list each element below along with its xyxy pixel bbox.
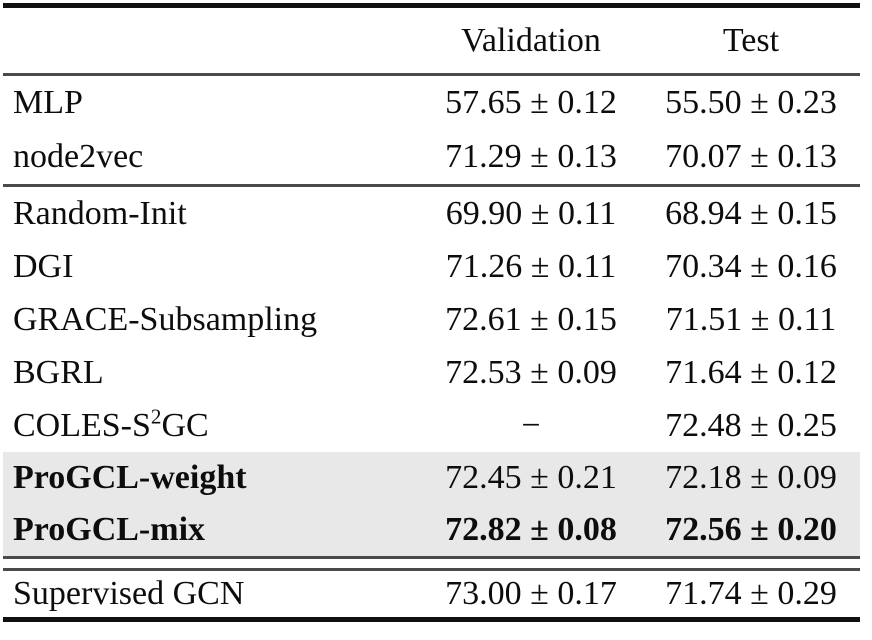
- table-row-bgrl: BGRL 72.53 ± 0.09 71.64 ± 0.12: [3, 346, 860, 399]
- double-rule-top: [3, 556, 860, 559]
- section-rule: [3, 184, 860, 187]
- table-row-supervised-gcn: Supervised GCN 73.00 ± 0.17 71.74 ± 0.29: [3, 571, 860, 617]
- test-value: 70.34 ± 0.16: [665, 247, 837, 285]
- baseline-section: MLP 57.65 ± 0.12 55.50 ± 0.23 node2vec 7…: [3, 76, 860, 184]
- bottom-rule: [3, 617, 860, 622]
- validation-value: 73.00 ± 0.17: [445, 575, 617, 612]
- self-supervised-section: Random-Init 69.90 ± 0.11 68.94 ± 0.15 DG…: [3, 187, 860, 452]
- test-value: 71.64 ± 0.12: [665, 353, 837, 391]
- test-value: 72.48 ± 0.25: [665, 406, 837, 444]
- test-value: 55.50 ± 0.23: [665, 84, 837, 121]
- table-header-row: Validation Test: [3, 8, 860, 73]
- validation-value: 72.61 ± 0.15: [445, 300, 617, 338]
- row-label: node2vec: [13, 138, 144, 175]
- row-label: Supervised GCN: [13, 575, 245, 612]
- row-label: COLES-S2GC: [13, 404, 209, 444]
- validation-value: 69.90 ± 0.11: [445, 194, 617, 232]
- table-row-random-init: Random-Init 69.90 ± 0.11 68.94 ± 0.15: [3, 187, 860, 240]
- row-label: BGRL: [13, 353, 104, 391]
- row-label: Random-Init: [13, 194, 187, 232]
- row-label: GRACE-Subsampling: [13, 300, 318, 338]
- validation-value: 71.29 ± 0.13: [445, 138, 617, 175]
- test-value: 70.07 ± 0.13: [665, 138, 837, 175]
- supervised-section: Supervised GCN 73.00 ± 0.17 71.74 ± 0.29: [3, 571, 860, 617]
- superscript: 2: [150, 404, 162, 429]
- header-test: Test: [722, 21, 780, 59]
- double-rule-gap: [3, 559, 860, 568]
- row-label: DGI: [13, 247, 74, 285]
- test-value: 68.94 ± 0.15: [665, 194, 837, 232]
- progcl-highlight-band: ProGCL-weight 72.45 ± 0.21 72.18 ± 0.09 …: [3, 452, 860, 556]
- table-row-coles-s2gc: COLES-S2GC − 72.48 ± 0.25: [3, 399, 860, 452]
- header-validation: Validation: [461, 21, 601, 59]
- results-table: Validation Test MLP 57.65 ± 0.12 55.50 ±…: [3, 3, 860, 622]
- validation-value: 72.45 ± 0.21: [445, 459, 617, 496]
- table-row-dgi: DGI 71.26 ± 0.11 70.34 ± 0.16: [3, 240, 860, 293]
- test-value: 72.18 ± 0.09: [665, 459, 837, 496]
- table-row-node2vec: node2vec 71.29 ± 0.13 70.07 ± 0.13: [3, 130, 860, 184]
- table-row-grace-subsampling: GRACE-Subsampling 72.61 ± 0.15 71.51 ± 0…: [3, 293, 860, 346]
- top-rule: [3, 3, 860, 8]
- row-label: ProGCL-weight: [13, 459, 247, 496]
- header-rule: [3, 73, 860, 76]
- test-value: 71.74 ± 0.29: [665, 575, 837, 612]
- row-label: ProGCL-mix: [13, 511, 206, 548]
- double-rule-bottom: [3, 568, 860, 571]
- validation-value: 57.65 ± 0.12: [445, 84, 617, 121]
- table-row-progcl-mix: ProGCL-mix 72.82 ± 0.08 72.56 ± 0.20: [3, 504, 860, 556]
- test-value: 71.51 ± 0.11: [665, 300, 837, 338]
- row-label: MLP: [13, 84, 83, 121]
- validation-value: −: [521, 406, 541, 444]
- validation-value: 72.53 ± 0.09: [445, 353, 617, 391]
- test-value: 72.56 ± 0.20: [665, 511, 837, 548]
- validation-value: 71.26 ± 0.11: [445, 247, 617, 285]
- validation-value: 72.82 ± 0.08: [445, 511, 617, 548]
- table-row-progcl-weight: ProGCL-weight 72.45 ± 0.21 72.18 ± 0.09: [3, 452, 860, 504]
- table-row-mlp: MLP 57.65 ± 0.12 55.50 ± 0.23: [3, 76, 860, 130]
